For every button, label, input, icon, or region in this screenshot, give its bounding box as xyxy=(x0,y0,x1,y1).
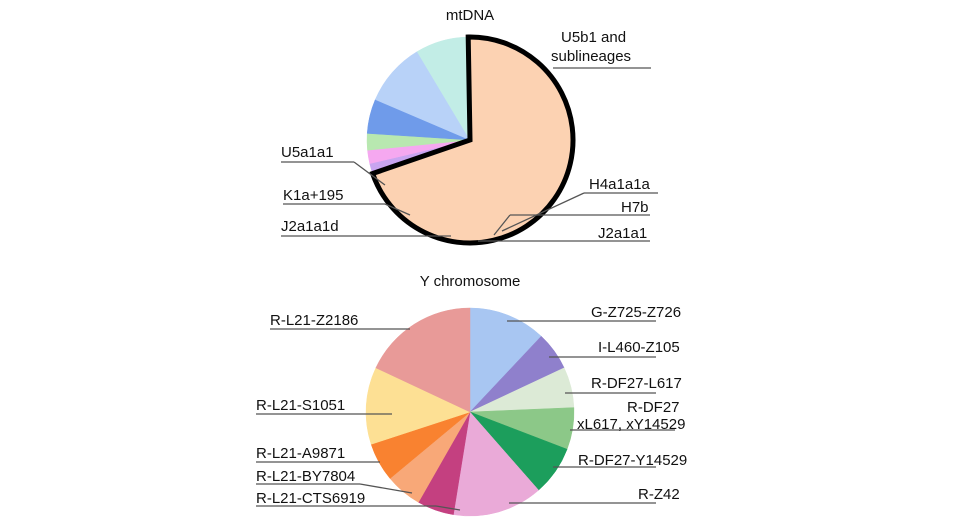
pie-slices xyxy=(366,34,576,246)
slice-label: J2a1a1 xyxy=(598,225,647,242)
pie-slice-g-z725-z726 xyxy=(469,307,542,413)
leader-lines xyxy=(281,67,658,242)
slice-label: H7b xyxy=(621,199,649,216)
slice-label: R-L21-BY7804 xyxy=(256,468,355,485)
leader-line xyxy=(435,505,461,511)
leader-line xyxy=(493,214,511,236)
slice-labels: U5b1 and sublineages H4a1a1a H7b J2a1a1 J2a1a… xyxy=(281,29,651,242)
pie-slice-r-l21-z2186 xyxy=(375,307,471,413)
slice-label: J2a1a1d xyxy=(281,218,339,235)
slice-label: G-Z725-Z726 xyxy=(591,304,681,321)
leader-line xyxy=(353,161,386,186)
slice-label: R-L21-Z2186 xyxy=(270,312,358,329)
y-chromosome-pie-chart: G-Z725-Z726 I-L460-Z105 R-DF27-L617 R-DF27x… xyxy=(256,273,687,517)
slice-label: I-L460-Z105 xyxy=(598,339,680,356)
slice-label: U5b1 and sublineages xyxy=(551,29,631,65)
pie-slice-r-z42 xyxy=(453,411,539,517)
leader-line xyxy=(501,192,585,232)
slice-label: R-DF27 xyxy=(627,399,680,416)
slice-label: R-L21-S1051 xyxy=(256,397,345,414)
leader-line xyxy=(359,483,413,494)
slice-label-line2: xL617, xY14529 xyxy=(577,416,685,433)
pie-slice-r-l21-s1051 xyxy=(365,367,471,445)
slice-label: R-DF27-Y14529 xyxy=(578,452,687,469)
slice-label: R-L21-CTS6919 xyxy=(256,490,365,507)
slice-label: U5a1a1 xyxy=(281,144,334,161)
highlighted-slice-outline xyxy=(369,34,576,246)
leader-line xyxy=(384,203,411,216)
leader-lines xyxy=(256,320,675,511)
pie-slices xyxy=(365,307,575,517)
slice-label: R-L21-A9871 xyxy=(256,445,345,462)
mtdna-chart-title: mtDNA xyxy=(446,7,494,24)
slice-label: R-DF27-L617 xyxy=(591,375,682,392)
slice-label: R-Z42 xyxy=(638,486,680,503)
mtdna-pie-chart: U5b1 and sublineages H4a1a1a H7b J2a1a1 J2a1a… xyxy=(281,7,658,246)
slice-labels: G-Z725-Z726 I-L460-Z105 R-DF27-L617 R-DF27x… xyxy=(256,304,687,507)
y-chromosome-chart-title: Y chromosome xyxy=(420,273,521,290)
slice-label: K1a+195 xyxy=(283,187,343,204)
slice-label: H4a1a1a xyxy=(589,176,651,193)
